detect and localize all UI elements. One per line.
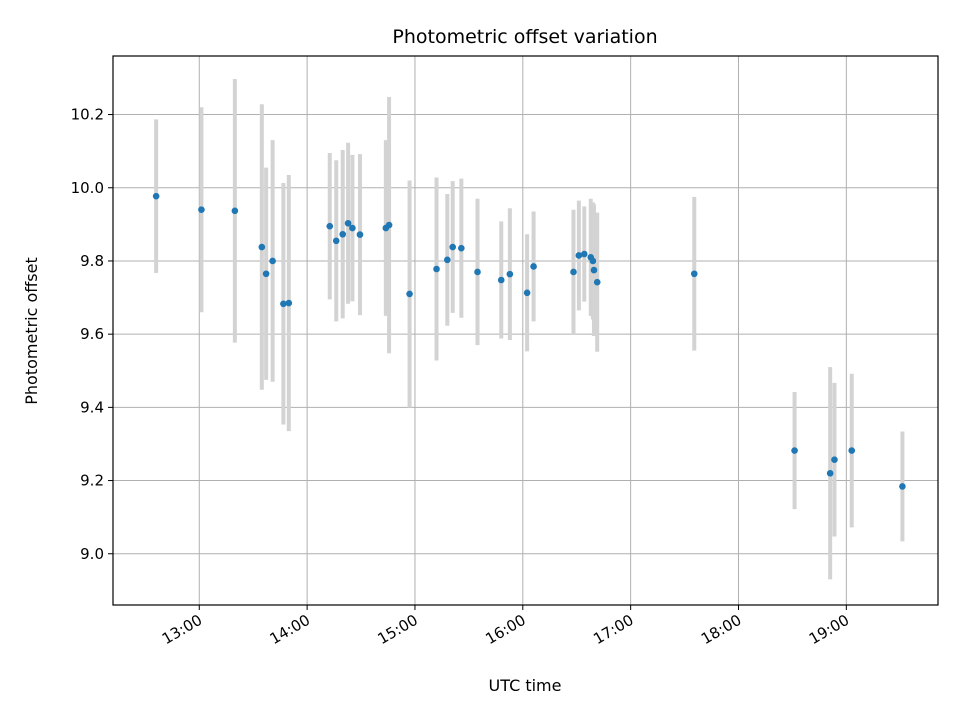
y-tick-label: 9.2 — [80, 472, 104, 490]
data-point — [497, 276, 505, 284]
data-point — [449, 243, 457, 251]
y-tick-label: 9.8 — [80, 252, 104, 270]
data-point — [831, 456, 838, 463]
x-axis-label: UTC time — [489, 676, 562, 695]
data-point — [690, 270, 698, 278]
data-point — [570, 268, 577, 276]
data-point — [262, 270, 270, 278]
data-point — [344, 219, 352, 227]
data-point — [523, 289, 531, 297]
data-point — [444, 256, 451, 264]
data-point — [349, 224, 356, 232]
y-tick-label: 10.0 — [71, 179, 104, 197]
data-points — [152, 192, 906, 490]
data-point — [285, 299, 293, 307]
grid — [113, 56, 938, 605]
y-tick-label: 9.0 — [80, 545, 104, 563]
y-tick-label: 9.4 — [80, 398, 104, 416]
data-point — [848, 447, 856, 454]
data-point — [474, 268, 481, 276]
y-tick-label: 9.6 — [80, 325, 104, 343]
data-point — [258, 243, 266, 251]
data-point — [152, 192, 160, 200]
data-point — [385, 221, 393, 229]
data-point — [231, 207, 239, 215]
data-point — [269, 257, 276, 265]
data-point — [590, 266, 598, 274]
data-point — [899, 483, 906, 490]
data-point — [593, 278, 601, 286]
data-point — [326, 222, 334, 230]
data-point — [433, 265, 440, 273]
data-point — [280, 300, 287, 308]
data-point — [589, 257, 597, 265]
data-point — [506, 270, 514, 278]
data-point — [339, 230, 347, 238]
data-point — [580, 250, 588, 258]
data-point — [575, 252, 583, 259]
data-point — [530, 263, 537, 270]
data-point — [406, 290, 413, 298]
data-point — [198, 206, 205, 214]
data-point — [826, 469, 834, 477]
data-point — [458, 244, 465, 252]
plot-frame — [112, 55, 939, 606]
data-point — [356, 231, 364, 238]
chart-title: Photometric offset variation — [392, 26, 657, 48]
data-point — [791, 447, 798, 454]
y-axis-label: Photometric offset — [22, 257, 41, 405]
data-point — [332, 237, 340, 245]
y-tick-label: 10.2 — [71, 106, 104, 124]
y-axis-ticks: 9.0 9.2 9.4 9.6 9.8 10.0 10.2 — [71, 106, 113, 563]
